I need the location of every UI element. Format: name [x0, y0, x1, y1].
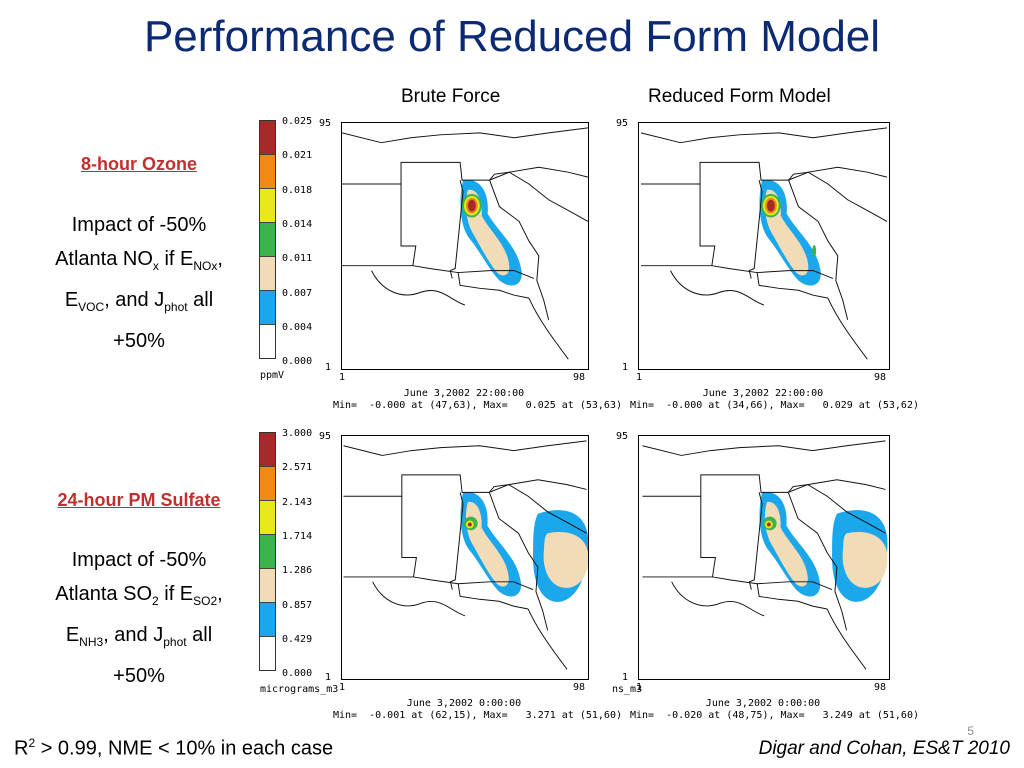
column-header-reduced-form: Reduced Form Model [648, 86, 831, 107]
legend-tick-label: 0.025 [282, 116, 313, 127]
concentration-map [341, 122, 589, 370]
legend-tick-label: 0.007 [282, 287, 313, 299]
legend-tick-label: 1.286 [282, 565, 313, 577]
map-minmax-caption: Min= -0.001 at (62,15), Max= 3.271 at (5… [333, 710, 622, 721]
color-scale-legend-sulfate [259, 432, 276, 671]
map-date-caption: June 3,2002 22:00:00 [702, 388, 824, 399]
axis-label-ymax: 95 [319, 118, 332, 129]
concentration-map [638, 122, 890, 370]
legend-tick-label: 0.014 [282, 218, 313, 230]
legend-swatch [260, 466, 275, 500]
legend-tick-label: 0.004 [282, 321, 313, 333]
legend-tick-label: 0.011 [282, 253, 313, 265]
legend-swatch [260, 433, 275, 466]
axis-label-ymin: 1 [325, 672, 332, 683]
legend-tick-label: 0.018 [282, 184, 313, 196]
legend-swatch [260, 121, 275, 154]
axis-label-ymin: 1 [622, 672, 629, 683]
citation: Digar and Cohan, ES&T 2010 [758, 738, 1010, 759]
map-minmax-caption: Min= -0.020 at (48,75), Max= 3.249 at (5… [630, 710, 919, 721]
color-scale-legend-ozone [259, 120, 276, 359]
column-header-brute-force: Brute Force [401, 86, 501, 107]
axis-label-xmax: 98 [874, 372, 887, 383]
map-date-caption: June 3,2002 0:00:00 [406, 698, 522, 709]
legend-swatch [260, 154, 275, 188]
legend-unit-sulfate-right: ns_m3 [612, 684, 643, 695]
legend-tick-label: 0.021 [282, 150, 313, 162]
axis-label-xmax: 98 [573, 682, 586, 693]
axis-label-ymin: 1 [325, 362, 332, 373]
legend-tick-label: 0.000 [282, 668, 313, 680]
legend-swatch [260, 324, 275, 358]
legend-unit-ozone: ppmV [260, 370, 285, 381]
legend-swatch [260, 602, 275, 636]
legend-swatch [260, 534, 275, 568]
row-label-ozone: 8-hour Ozone [81, 154, 197, 174]
legend-swatch [260, 568, 275, 602]
axis-label-xmin: 1 [636, 682, 643, 693]
legend-tick-label: 0.857 [282, 599, 313, 611]
map-date-caption: June 3,2002 0:00:00 [705, 698, 821, 709]
legend-tick-label: 0.000 [282, 356, 313, 368]
axis-label-ymax: 95 [616, 431, 629, 442]
concentration-map [341, 435, 589, 680]
axis-label-xmax: 98 [573, 372, 586, 383]
map-minmax-caption: Min= -0.000 at (34,66), Max= 0.029 at (5… [630, 400, 919, 411]
r2-summary: R2 > 0.99, NME < 10% in each case [14, 736, 334, 760]
legend-tick-label: 3.000 [282, 428, 313, 439]
legend-swatch [260, 636, 275, 670]
legend-swatch [260, 500, 275, 534]
row-label-sulfate: 24-hour PM Sulfate [57, 490, 221, 510]
legend-tick-label: 2.143 [282, 496, 313, 508]
legend-swatch [260, 256, 275, 290]
legend-swatch [260, 290, 275, 324]
map-date-caption: June 3,2002 22:00:00 [403, 388, 525, 399]
impact-text-sulfate: Impact of -50% Atlanta SO2 if ESO2, ENH3… [55, 549, 223, 687]
axis-label-xmax: 98 [874, 682, 887, 693]
legend-swatch [260, 222, 275, 256]
slide-number: 5 [967, 724, 974, 738]
legend-tick-label: 1.714 [282, 530, 313, 542]
legend-tick-label: 0.429 [282, 633, 313, 645]
slide-title: Performance of Reduced Form Model [143, 12, 881, 61]
legend-tick-label: 2.571 [282, 462, 313, 474]
axis-label-xmin: 1 [636, 372, 643, 383]
axis-label-xmin: 1 [339, 682, 346, 693]
legend-swatch [260, 188, 275, 222]
impact-text-ozone: Impact of -50% Atlanta NOx if ENOx, EVOC… [55, 214, 223, 352]
axis-label-ymin: 1 [622, 362, 629, 373]
axis-label-xmin: 1 [339, 372, 346, 383]
legend-unit-sulfate-left: micrograms_m3 [260, 684, 339, 695]
axis-label-ymax: 95 [319, 431, 332, 442]
concentration-map [638, 435, 890, 680]
map-minmax-caption: Min= -0.000 at (47,63), Max= 0.025 at (5… [333, 400, 622, 411]
axis-label-ymax: 95 [616, 118, 629, 129]
